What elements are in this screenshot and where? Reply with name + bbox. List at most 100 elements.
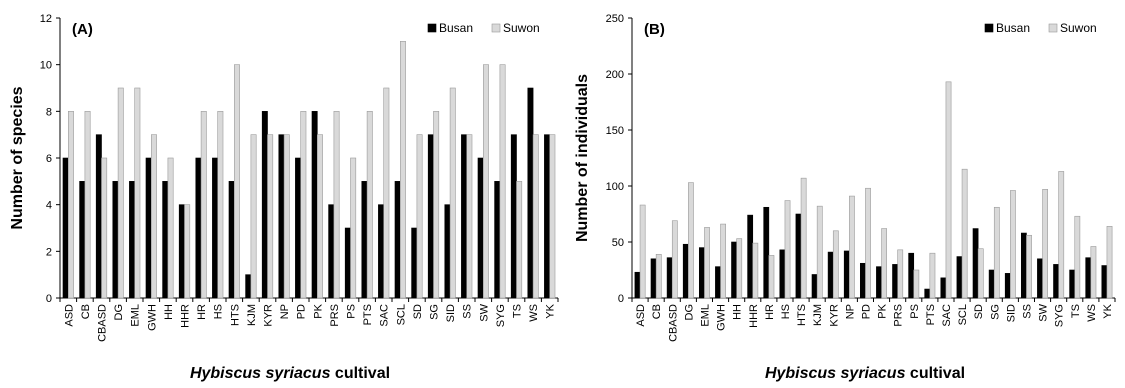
x-tick-label: HR bbox=[196, 304, 208, 320]
x-tick-label: SD bbox=[412, 304, 424, 319]
bar-suwon-dg bbox=[688, 182, 694, 299]
x-tick-label: PTS bbox=[925, 304, 937, 325]
x-tick-label: PRS bbox=[329, 304, 341, 327]
y-tick-label: 0 bbox=[618, 293, 624, 305]
x-tick-label: SW bbox=[1038, 303, 1050, 321]
bar-busan-cbasd bbox=[666, 257, 673, 299]
x-tick-label: SID bbox=[445, 304, 457, 322]
x-tick-label: SG bbox=[429, 304, 441, 320]
bar-suwon-pts bbox=[366, 111, 373, 299]
bar-busan-syg bbox=[494, 181, 501, 299]
bar-suwon-np bbox=[849, 195, 855, 299]
x-tick-label: EML bbox=[130, 304, 142, 327]
bar-busan-pk bbox=[876, 266, 882, 299]
y-tick-label: 100 bbox=[606, 181, 624, 193]
x-tick-label: WS bbox=[528, 304, 540, 322]
bar-busan-np bbox=[843, 250, 850, 299]
bar-busan-asd bbox=[634, 271, 641, 299]
bar-suwon-pk bbox=[881, 228, 888, 299]
bar-suwon-ws bbox=[1090, 246, 1097, 299]
bar-busan-pd bbox=[295, 157, 302, 299]
bar-suwon-pd bbox=[300, 111, 307, 299]
panel-label: (B) bbox=[644, 21, 665, 38]
x-tick-label: SG bbox=[989, 304, 1001, 320]
bar-busan-ts bbox=[1069, 269, 1076, 299]
bar-suwon-gwh bbox=[151, 134, 157, 299]
x-tick-label: TS bbox=[512, 304, 524, 318]
bar-suwon-sac bbox=[945, 81, 952, 299]
bar-busan-sac bbox=[378, 204, 385, 299]
x-tick-label: DG bbox=[683, 304, 695, 321]
y-tick-label: 6 bbox=[46, 153, 52, 165]
bar-busan-pts bbox=[361, 181, 368, 299]
bar-suwon-sid bbox=[449, 87, 456, 299]
bar-suwon-pts bbox=[929, 252, 936, 299]
y-tick-label: 0 bbox=[46, 293, 52, 305]
bar-busan-hhr bbox=[747, 214, 754, 299]
bar-suwon-hs bbox=[784, 200, 791, 299]
y-axis-label: Number of species bbox=[9, 86, 26, 229]
bar-busan-pts bbox=[924, 288, 931, 299]
x-tick-label: KJM bbox=[812, 304, 824, 326]
x-axis-label-italic: Hybiscus syriacus bbox=[765, 365, 906, 382]
x-tick-label: SCL bbox=[957, 304, 969, 325]
bar-suwon-cbasd bbox=[101, 157, 108, 299]
x-tick-label: HTS bbox=[796, 304, 808, 326]
x-tick-label: PD bbox=[860, 304, 872, 319]
bar-busan-kyr bbox=[261, 111, 268, 299]
bar-busan-kjm bbox=[245, 274, 252, 299]
legend-swatch-busan bbox=[427, 23, 437, 33]
legend-label-suwon: Suwon bbox=[503, 21, 540, 35]
bar-suwon-prs bbox=[897, 249, 904, 299]
bar-busan-cb bbox=[650, 258, 657, 299]
x-tick-label: WS bbox=[1086, 304, 1098, 322]
bar-suwon-syg bbox=[1058, 171, 1065, 299]
y-tick-label: 150 bbox=[606, 125, 624, 137]
bar-suwon-hhr bbox=[184, 204, 191, 299]
bar-suwon-hr bbox=[768, 255, 775, 299]
bar-suwon-kyr bbox=[267, 134, 274, 299]
x-tick-label: PS bbox=[346, 304, 358, 319]
x-tick-label: YK bbox=[545, 303, 557, 318]
bar-busan-hr bbox=[195, 157, 202, 299]
bar-suwon-hhr bbox=[752, 242, 759, 299]
bar-busan-prs bbox=[328, 204, 335, 299]
x-tick-label: HH bbox=[163, 304, 175, 320]
bar-suwon-asd bbox=[639, 204, 646, 299]
x-tick-label: ASD bbox=[635, 304, 647, 327]
bar-busan-sid bbox=[444, 204, 451, 299]
bar-suwon-scl bbox=[399, 41, 406, 299]
bar-busan-sw bbox=[477, 157, 484, 299]
bar-suwon-sg bbox=[433, 111, 440, 299]
bar-suwon-asd bbox=[68, 111, 74, 299]
y-tick-label: 10 bbox=[40, 60, 52, 72]
bar-busan-eml bbox=[698, 247, 705, 299]
bar-suwon-hts bbox=[800, 177, 807, 299]
x-tick-label: HHR bbox=[180, 304, 192, 328]
bar-suwon-gwh bbox=[720, 223, 727, 299]
bar-busan-eml bbox=[129, 181, 136, 299]
bar-busan-np bbox=[278, 134, 285, 299]
bar-busan-dg bbox=[682, 243, 689, 299]
x-tick-label: SYG bbox=[495, 304, 507, 327]
bar-suwon-hr bbox=[200, 111, 207, 299]
bar-suwon-hs bbox=[217, 111, 224, 299]
x-axis-label: Hybiscus syriacus cultival bbox=[190, 365, 390, 382]
bar-busan-hts bbox=[228, 181, 235, 299]
bar-busan-ws bbox=[1085, 257, 1092, 299]
x-tick-label: SID bbox=[1005, 304, 1017, 322]
x-tick-label: SW bbox=[478, 303, 490, 321]
x-tick-label: PRS bbox=[893, 304, 905, 327]
x-tick-label: CBASD bbox=[97, 304, 109, 342]
bar-busan-hh bbox=[731, 241, 737, 299]
bar-busan-syg bbox=[1053, 264, 1059, 299]
bar-busan-scl bbox=[956, 256, 963, 299]
bar-busan-yk bbox=[544, 134, 551, 299]
bar-busan-gwh bbox=[715, 266, 721, 299]
legend-swatch-suwon bbox=[491, 23, 501, 33]
x-tick-label: CB bbox=[651, 304, 663, 319]
y-tick-label: 4 bbox=[46, 200, 52, 212]
bar-busan-hhr bbox=[178, 204, 185, 299]
bar-busan-ps bbox=[908, 252, 915, 299]
